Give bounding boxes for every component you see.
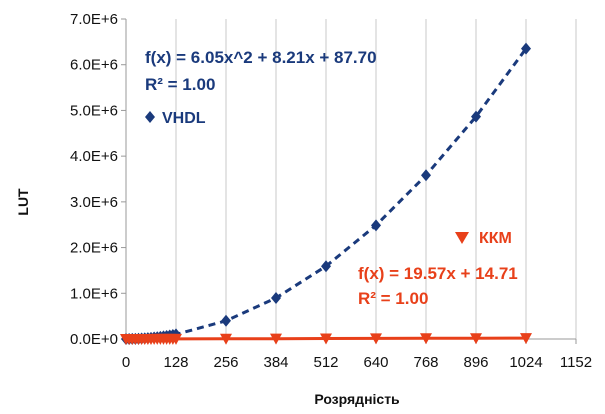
vhdl-trend-r2: R² = 1.00: [145, 75, 215, 94]
kkm-point: [420, 333, 432, 345]
kkm-point: [520, 333, 532, 345]
x-tick-label: 640: [363, 354, 388, 371]
y-axis-label: LUT: [15, 188, 31, 216]
legend-kkm-triangle-icon: [455, 232, 469, 244]
kkm-trend-equation: f(x) = 19.57x + 14.71: [358, 264, 518, 283]
kkm-point: [270, 333, 282, 345]
y-tick-label: 4.0E+6: [70, 148, 118, 165]
vhdl-point: [371, 219, 381, 232]
kkm-series-markers: [120, 333, 532, 345]
axes: [121, 18, 577, 344]
x-tick-label: 384: [263, 354, 288, 371]
y-tick-label: 3.0E+6: [70, 194, 118, 211]
vhdl-point: [521, 42, 531, 55]
y-tick-label: 0.0E+0: [70, 331, 118, 348]
legend-kkm: ККМ: [455, 230, 512, 247]
kkm-point: [370, 333, 382, 345]
x-axis-label: Розрядність: [314, 391, 400, 407]
x-tick-label: 0: [122, 354, 130, 371]
x-tick-labels: 0 128 256 384 512 640 768 896 1024 1152: [122, 354, 592, 371]
x-tick-label: 1152: [560, 354, 592, 371]
kkm-point: [320, 333, 332, 345]
kkm-point: [470, 333, 482, 345]
x-tick-label: 128: [163, 354, 188, 371]
vhdl-point: [221, 314, 231, 327]
legend-vhdl: VHDL: [145, 110, 206, 127]
y-tick-label: 5.0E+6: [70, 102, 118, 119]
y-tick-label: 1.0E+6: [70, 285, 118, 302]
y-tick-label: 6.0E+6: [70, 57, 118, 74]
y-tick-label: 2.0E+6: [70, 240, 118, 257]
legend-vhdl-diamond-icon: [145, 111, 155, 123]
x-tick-label: 512: [313, 354, 338, 371]
x-tick-label: 256: [213, 354, 238, 371]
vhdl-point: [471, 110, 481, 123]
y-tick-labels: 0.0E+0 1.0E+6 2.0E+6 3.0E+6 4.0E+6 5.0E+6 6.0E…: [70, 11, 118, 348]
vhdl-point: [421, 169, 431, 182]
kkm-point: [220, 333, 232, 345]
kkm-point: [170, 333, 182, 345]
legend-vhdl-label: VHDL: [162, 110, 206, 127]
legend-kkm-label: ККМ: [479, 230, 512, 247]
x-tick-label: 768: [413, 354, 438, 371]
vhdl-trend-equation: f(x) = 6.05x^2 + 8.21x + 87.70: [145, 48, 377, 67]
kkm-trend-r2: R² = 1.00: [358, 289, 428, 308]
y-tick-label: 7.0E+6: [70, 11, 118, 28]
x-tick-label: 1024: [509, 354, 542, 371]
vhdl-point: [321, 260, 331, 273]
x-tick-label: 896: [463, 354, 488, 371]
vhdl-point: [271, 292, 281, 305]
